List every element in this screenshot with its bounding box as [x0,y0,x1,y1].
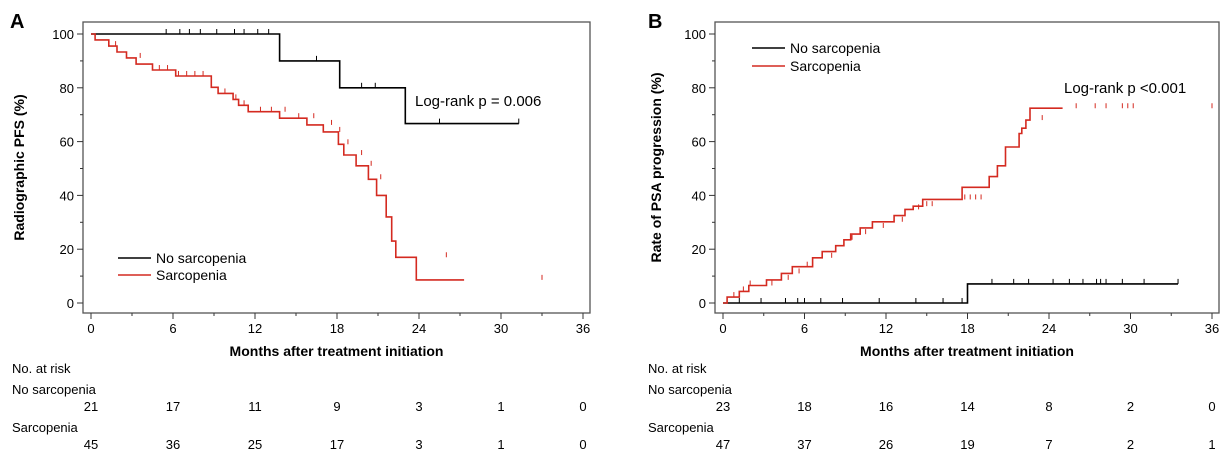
y-axis-title: Rate of PSA progression (%) [648,72,664,262]
risk-count: 0 [1208,399,1215,414]
y-tick-label: 40 [60,188,74,203]
risk-count: 3 [415,399,422,414]
risk-count: 9 [333,399,340,414]
risk-count: 14 [960,399,974,414]
risk-count: 1 [497,399,504,414]
x-tick-label: 12 [879,321,893,336]
legend-label: Sarcopenia [790,58,861,74]
legend-label: Sarcopenia [156,267,227,283]
risk-count: 0 [579,399,586,414]
risk-count: 23 [716,399,730,414]
y-tick-label: 0 [67,296,74,311]
y-tick-label: 40 [692,188,706,203]
x-axis-title: Months after treatment initiation [230,343,444,359]
risk-count: 18 [797,399,811,414]
risk-count: 1 [497,437,504,452]
x-tick-label: 0 [719,321,726,336]
km-curve-no-sarcopenia [723,283,1178,304]
x-tick-label: 30 [494,321,508,336]
risk-count: 21 [84,399,98,414]
logrank-annotation: Log-rank p = 0.006 [415,93,541,110]
km-curve-sarcopenia [91,33,465,281]
risk-count: 2 [1127,437,1134,452]
x-axis-title: Months after treatment initiation [860,343,1074,359]
risk-row-label: No sarcopenia [648,382,733,397]
x-tick-label: 18 [330,321,344,336]
y-axis-title: Radiographic PFS (%) [11,94,27,240]
risk-count: 0 [579,437,586,452]
risk-count: 7 [1045,437,1052,452]
x-tick-label: 18 [960,321,974,336]
panel-letter: B [648,11,662,33]
y-tick-label: 20 [60,242,74,257]
y-tick-label: 0 [699,296,706,311]
legend-label: No sarcopenia [790,40,880,56]
panel-letter: A [10,11,24,33]
x-tick-label: 12 [248,321,262,336]
risk-count: 1 [1208,437,1215,452]
y-tick-label: 100 [684,27,706,42]
risk-table-header: No. at risk [12,361,71,376]
risk-table-header: No. at risk [648,361,707,376]
x-tick-label: 36 [576,321,590,336]
km-curve-sarcopenia [723,107,1063,304]
risk-count: 17 [330,437,344,452]
risk-count: 26 [879,437,893,452]
x-tick-label: 6 [801,321,808,336]
y-tick-label: 80 [692,81,706,96]
risk-count: 47 [716,437,730,452]
risk-count: 16 [879,399,893,414]
x-tick-label: 24 [412,321,426,336]
risk-row-label: Sarcopenia [648,420,715,435]
x-tick-label: 0 [87,321,94,336]
risk-count: 2 [1127,399,1134,414]
risk-count: 11 [248,399,262,414]
x-tick-label: 6 [169,321,176,336]
x-tick-label: 30 [1123,321,1137,336]
risk-row-label: Sarcopenia [12,420,79,435]
legend-label: No sarcopenia [156,250,246,266]
y-tick-label: 60 [692,135,706,150]
y-tick-label: 100 [52,27,74,42]
km-curve-no-sarcopenia [91,33,519,125]
logrank-annotation: Log-rank p <0.001 [1064,80,1186,97]
risk-count: 8 [1045,399,1052,414]
risk-count: 3 [415,437,422,452]
risk-count: 25 [248,437,262,452]
x-tick-label: 36 [1205,321,1219,336]
risk-count: 37 [797,437,811,452]
y-tick-label: 20 [692,242,706,257]
risk-count: 36 [166,437,180,452]
risk-row-label: No sarcopenia [12,382,97,397]
y-tick-label: 60 [60,135,74,150]
x-tick-label: 24 [1042,321,1056,336]
y-tick-label: 80 [60,81,74,96]
risk-count: 19 [960,437,974,452]
risk-count: 45 [84,437,98,452]
risk-count: 17 [166,399,180,414]
